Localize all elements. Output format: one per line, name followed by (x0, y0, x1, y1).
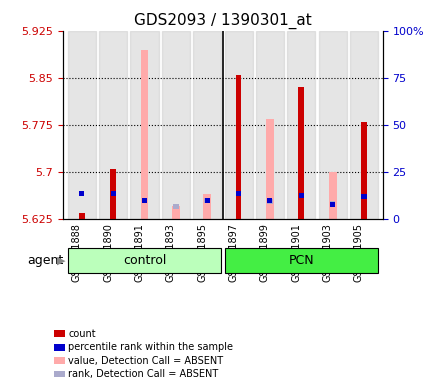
Bar (224, 31, 252, 219)
Text: GSM111893: GSM111893 (165, 223, 175, 281)
Text: GSM111899: GSM111899 (260, 223, 270, 281)
Text: ▶: ▶ (57, 255, 66, 265)
Bar (79, 191, 84, 196)
Text: GSM111888: GSM111888 (72, 223, 82, 281)
Text: GSM111905: GSM111905 (353, 223, 363, 282)
Text: PCN: PCN (288, 254, 313, 266)
Bar (110, 169, 116, 219)
Text: control: control (122, 254, 166, 266)
Bar (329, 202, 334, 207)
Bar (171, 206, 179, 219)
Text: GSM111895: GSM111895 (197, 223, 207, 282)
Text: GSM111897: GSM111897 (228, 223, 238, 282)
Bar (235, 74, 241, 219)
Text: GSM111901: GSM111901 (291, 223, 301, 281)
Title: GDS2093 / 1390301_at: GDS2093 / 1390301_at (134, 13, 311, 29)
Text: rank, Detection Call = ABSENT: rank, Detection Call = ABSENT (68, 369, 218, 379)
Bar (361, 194, 366, 199)
Text: GSM111891: GSM111891 (134, 223, 144, 281)
Bar (360, 122, 366, 219)
Bar (318, 31, 346, 219)
Bar (286, 31, 315, 219)
Bar (298, 193, 303, 198)
Text: GSM111903: GSM111903 (322, 223, 332, 281)
Bar (349, 31, 377, 219)
Bar (130, 31, 158, 219)
Bar (99, 31, 127, 219)
Text: GSM111890: GSM111890 (103, 223, 113, 281)
Text: count: count (68, 329, 96, 339)
Text: value, Detection Call = ABSENT: value, Detection Call = ABSENT (68, 356, 223, 366)
Bar (203, 194, 210, 219)
Bar (204, 197, 209, 203)
Bar (267, 197, 272, 203)
Bar (328, 172, 336, 219)
Bar (142, 197, 147, 203)
Bar (193, 31, 221, 219)
Bar (204, 197, 210, 203)
Bar (141, 197, 147, 203)
Bar (255, 31, 283, 219)
Bar (266, 199, 272, 204)
Bar (161, 31, 190, 219)
Bar (68, 31, 96, 219)
Bar (111, 191, 115, 196)
Bar (329, 201, 335, 206)
Bar (79, 213, 85, 219)
Text: agent: agent (27, 254, 63, 266)
Bar (298, 87, 303, 219)
Text: percentile rank within the sample: percentile rank within the sample (68, 342, 233, 352)
Bar (173, 204, 178, 209)
Bar (266, 119, 273, 219)
Bar (140, 50, 148, 219)
Bar (236, 191, 240, 196)
